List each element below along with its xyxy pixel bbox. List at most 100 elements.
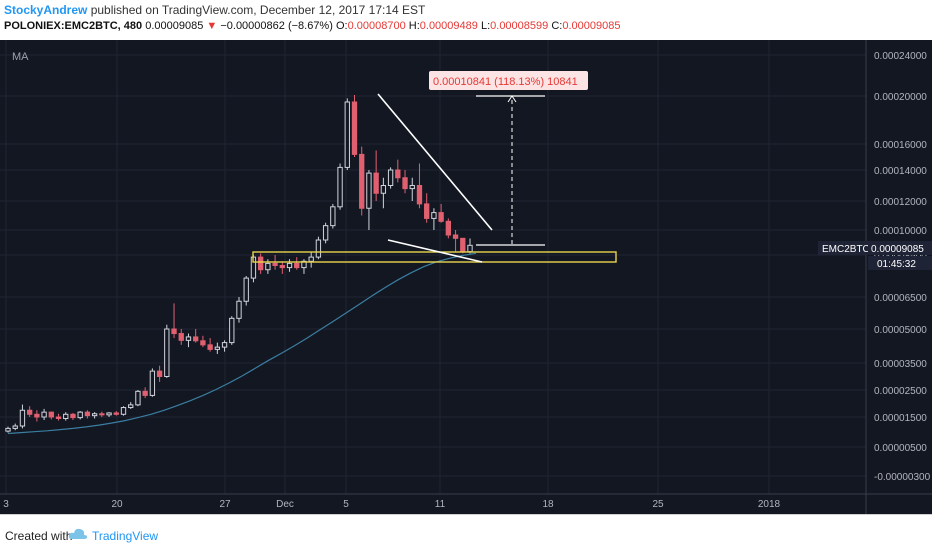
ohlc-legend: POLONIEX:EMC2BTC, 480 0.00009085 ▼ −0.00… <box>4 20 620 32</box>
candle-body[interactable] <box>272 262 278 266</box>
open-value: 0.00008700 <box>347 20 406 32</box>
candle-body[interactable] <box>12 425 18 429</box>
candle-body[interactable] <box>178 333 184 341</box>
candle-body[interactable] <box>185 336 192 341</box>
candle-body[interactable] <box>359 153 365 209</box>
change-value: −0.00000862 (−8.67%) <box>220 20 333 32</box>
price-tag-value: 0.00009085 <box>871 244 924 255</box>
candle-body[interactable] <box>91 413 98 417</box>
candle-body[interactable] <box>63 413 69 419</box>
candle-body[interactable] <box>5 427 11 432</box>
candle-body[interactable] <box>286 262 293 269</box>
candle-body[interactable] <box>243 277 249 302</box>
y-tick-label: 0.00003500 <box>874 359 927 370</box>
x-tick-label: 2018 <box>758 499 781 510</box>
candle-body[interactable] <box>70 413 76 419</box>
candle-body[interactable] <box>135 390 141 406</box>
candle-body[interactable] <box>330 206 336 227</box>
candle-body[interactable] <box>229 317 235 344</box>
candle-body[interactable] <box>409 185 415 190</box>
created-with-label: Created with <box>5 529 73 543</box>
candle-body[interactable] <box>26 409 33 415</box>
y-tick-label: 0.00014000 <box>874 166 927 177</box>
y-tick-label: 0.00024000 <box>874 51 927 62</box>
candle-body[interactable] <box>156 370 163 378</box>
candle-body[interactable] <box>214 346 221 350</box>
y-tick-label: 0.00005000 <box>874 325 927 336</box>
x-tick-label: 25 <box>652 499 664 510</box>
candle-body[interactable] <box>207 344 213 350</box>
candle-body[interactable] <box>34 413 40 418</box>
candle-body[interactable] <box>120 407 127 415</box>
candle-body[interactable] <box>55 416 62 419</box>
y-tick-label: 0.00006500 <box>874 293 927 304</box>
candle-body[interactable] <box>84 411 91 417</box>
candle-body[interactable] <box>380 185 387 194</box>
candle-body[interactable] <box>438 212 444 222</box>
y-tick-label: 0.00016000 <box>874 140 927 151</box>
measure-label: 0.00010841 (118.13%) 10841 <box>433 76 578 88</box>
time-axis[interactable]: 3 20 27 Dec 5 11 18 25 2018 <box>3 499 780 510</box>
price-tag-symbol-box <box>818 241 868 255</box>
candle-body[interactable] <box>113 412 119 415</box>
candle-body[interactable] <box>265 262 271 271</box>
candle-body[interactable] <box>41 411 47 418</box>
tradingview-brand-link[interactable]: TradingView <box>92 529 159 543</box>
candle-body[interactable] <box>445 220 452 236</box>
candle-body[interactable] <box>236 300 242 319</box>
candle-body[interactable] <box>99 413 105 416</box>
trend-drawings[interactable]: 0.00010841 (118.13%) 10841 <box>252 71 617 263</box>
candle-body[interactable] <box>106 412 112 416</box>
descending-trendline[interactable] <box>377 93 493 231</box>
candle-body[interactable] <box>337 166 343 208</box>
candle-body[interactable] <box>294 262 300 269</box>
candle-body[interactable] <box>257 256 264 271</box>
candle-body[interactable] <box>171 328 177 335</box>
support-zone-box[interactable] <box>252 251 617 263</box>
candle-body[interactable] <box>344 101 350 168</box>
open-label: O: <box>335 20 348 32</box>
candle-body[interactable] <box>200 340 206 346</box>
candle-body[interactable] <box>149 370 156 396</box>
candle-body[interactable] <box>387 169 394 186</box>
candle-body[interactable] <box>315 239 322 258</box>
candle-body[interactable] <box>431 212 437 219</box>
candle-body[interactable] <box>322 225 329 241</box>
lower-trendline[interactable] <box>387 239 483 263</box>
candle-body[interactable] <box>424 203 430 219</box>
candle-body[interactable] <box>142 390 148 396</box>
candle-body[interactable] <box>402 177 408 190</box>
x-tick-label: 20 <box>111 499 123 510</box>
candle-body[interactable] <box>221 342 228 348</box>
candle-body[interactable] <box>366 172 372 209</box>
tradingview-cloud-icon[interactable] <box>68 527 88 546</box>
countdown-timer: 01:45:32 <box>877 259 916 270</box>
candle-body[interactable] <box>19 409 26 427</box>
indicator-label[interactable]: MA <box>12 51 29 63</box>
high-value: 0.00009489 <box>419 20 478 32</box>
candle-body[interactable] <box>351 101 358 155</box>
countdown-box <box>868 256 932 270</box>
candle-body[interactable] <box>164 328 170 377</box>
candle-body[interactable] <box>452 234 459 239</box>
x-tick-label: 5 <box>343 499 349 510</box>
price-chart[interactable]: 0.00010841 (118.13%) 10841 0.00024000 0.0… <box>0 40 932 514</box>
x-tick-label: Dec <box>276 499 294 510</box>
candle-body[interactable] <box>48 411 54 418</box>
candle-body[interactable] <box>279 265 285 269</box>
candle-body[interactable] <box>395 169 401 179</box>
y-tick-label: 0.00012000 <box>874 197 927 208</box>
candle-body[interactable] <box>416 185 423 205</box>
y-tick-label: 0.00010000 <box>874 226 927 237</box>
candle-body[interactable] <box>193 336 199 342</box>
x-tick-label: 27 <box>219 499 231 510</box>
candle-body[interactable] <box>77 411 83 419</box>
candle-body[interactable] <box>467 244 473 253</box>
candle-body[interactable] <box>301 260 307 269</box>
candle-body[interactable] <box>128 404 134 409</box>
candle-body[interactable] <box>373 172 379 194</box>
candle-body[interactable] <box>308 256 314 262</box>
candle-body[interactable] <box>460 237 466 253</box>
chart-canvas[interactable]: 0.00010841 (118.13%) 10841 0.00024000 0.0… <box>0 40 932 514</box>
author-link[interactable]: StockyAndrew <box>4 3 88 17</box>
